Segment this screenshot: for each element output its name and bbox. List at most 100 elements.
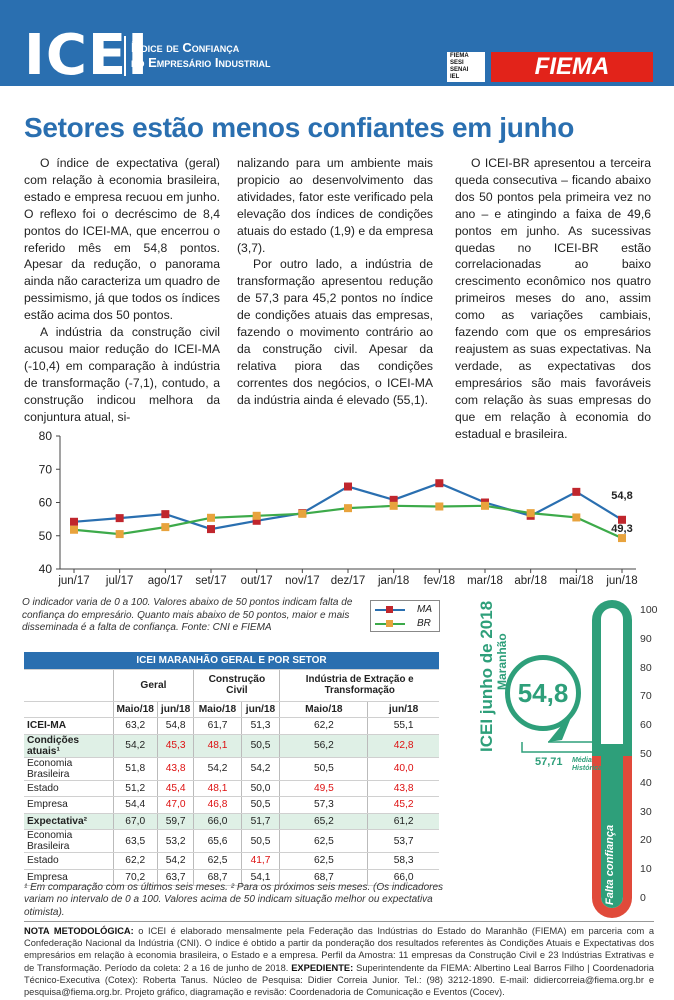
average-line [521,742,594,753]
table-note: ¹ Em comparação com os últimos seis mese… [24,882,444,918]
table-cell: 42,8 [367,734,439,758]
methodology-text: o ICEI é elaborado mensalmente pela Fede… [24,926,654,973]
text-column-2: nalizando para um ambiente mais propicio… [237,155,433,409]
data-point-ma [344,482,352,491]
table-cell: 51,8 [112,757,158,781]
table-cell: 63,2 [112,717,158,735]
subheader: Maio/18 [193,701,242,718]
legend-item-br: BR [375,618,439,630]
header-subtitle-2: do Empresário Industrial [131,55,271,70]
methodology-note: NOTA METODOLÓGICA: o ICEI é elaborado me… [24,925,654,998]
no-confidence-label: Falta confiança [604,824,616,905]
vertical-title: ICEI junho de 2018 Maranhão [477,601,509,752]
table-cell: 43,8 [367,780,439,797]
table-cell: 51,2 [112,780,158,797]
gauge-value: 54,8 [517,678,569,708]
y-tick-label: 80 [39,430,53,443]
table-row: Empresa 54,4 47,0 46,8 50,5 57,3 45,2 [24,796,439,814]
vertical-title-text: ICEI junho de 2018 [477,601,496,752]
table-row: Empresa 70,2 63,7 68,7 54,1 68,7 66,0 [24,869,439,886]
group-header: Construção Civil [193,669,280,702]
brand-small-4: IEL [450,74,460,80]
average-bracket [521,742,594,753]
table-cell: 53,2 [156,829,194,853]
table-cell: 51,7 [240,813,280,830]
text-column-3: O ICEI-BR apresentou a terceira queda co… [455,155,651,442]
row-label: Economia Brasileira [24,757,114,781]
x-tick-label: set/17 [195,575,226,587]
table-cell: 62,2 [112,852,158,870]
table-cell: 54,4 [112,796,158,814]
header-separator [124,36,126,76]
subheader: Maio/18 [112,701,158,718]
table-cell: 63,5 [112,829,158,853]
data-point-ma [618,515,626,524]
data-point-ma [207,525,215,534]
data-point-br [252,511,261,520]
x-tick-label: fev/18 [424,575,455,587]
subheader: jun/18 [240,701,280,718]
data-point-br [207,513,215,522]
data-point-br [161,523,170,532]
table-corner [24,701,114,718]
table-subheader: Maio/18 jun/18 Maio/18 jun/18 Maio/18 ju… [24,701,439,718]
confidence-label: Confiança [604,626,616,680]
expediente-label: EXPEDIENTE: [291,962,354,973]
table-cell: 54,2 [193,757,242,781]
legend-label-br: BR [417,618,431,629]
data-point-br [344,504,352,513]
table-cell: 54,2 [112,734,158,758]
table-cell: 50,0 [240,780,280,797]
scale-tick: 70 [640,690,652,703]
row-label: Empresa [24,869,114,886]
x-tick-label: jun/17 [57,575,89,587]
table-group-header: Geral Construção Civil Indústria de Extr… [24,669,439,702]
table-row: Economia Brasileira 63,5 53,2 65,6 50,5 62,5 5… [24,829,439,853]
table-cell: 51,3 [240,717,280,735]
table-cell: 41,7 [240,852,280,870]
thermometer-tube [601,608,623,908]
scale-tick: 80 [640,661,652,674]
table-cell: 68,7 [193,869,242,886]
table-cell: 62,5 [279,852,368,870]
scale-tick: 90 [640,632,652,645]
table-cell: 59,7 [156,813,194,830]
table-row: Condições atuais¹ 54,2 45,3 48,1 50,5 56,2 42,… [24,734,439,758]
paragraph: nalizando para um ambiente mais propicio… [237,156,433,255]
average-label-2: Histórica [572,765,602,772]
legend-item-ma: MA [375,604,439,616]
table-cell: 49,5 [279,780,368,797]
legend-marker-br [386,620,393,627]
subheader: jun/18 [367,701,439,718]
data-point-br [435,502,444,511]
row-label: Estado [24,852,114,870]
table-cell: 45,2 [367,796,439,814]
x-tick-label: dez/17 [331,575,366,587]
methodology-label: NOTA METODOLÓGICA: [24,926,134,936]
table-cell: 55,1 [367,717,439,735]
table-cell: 53,7 [367,829,439,853]
divider [24,921,654,922]
brand-small-1: FIEMA [450,53,469,59]
table-cell: 54,2 [156,852,194,870]
table-cell: 45,4 [156,780,194,797]
y-tick-label: 40 [39,562,53,576]
table-cell: 57,3 [279,796,368,814]
legend-marker-ma [386,606,393,613]
text-column-1: O índice de expectativa (geral) com rela… [24,155,220,426]
x-tick-label: abr/18 [514,575,547,587]
y-tick-label: 60 [39,496,53,510]
row-label: Condições atuais¹ [24,734,114,758]
table-row: ICEI-MA 63,2 54,8 61,7 51,3 62,2 55,1 [24,717,439,735]
historical-average: 57,71 [535,756,563,768]
table-row: Economia Brasileira 51,8 43,8 54,2 54,2 50,5 4… [24,757,439,781]
chart-note: O indicador varia de 0 a 100. Valores ab… [22,597,353,634]
data-point-br [572,513,581,522]
data-point-ma [70,517,78,526]
table-cell: 58,3 [367,852,439,870]
system-logo-box: FIEMA SESI SENAI IEL [447,52,485,82]
table-cell: 63,7 [156,869,194,886]
data-point-ma [435,479,444,488]
brand-small-3: SENAI [450,67,469,73]
table-cell: 61,7 [193,717,242,735]
